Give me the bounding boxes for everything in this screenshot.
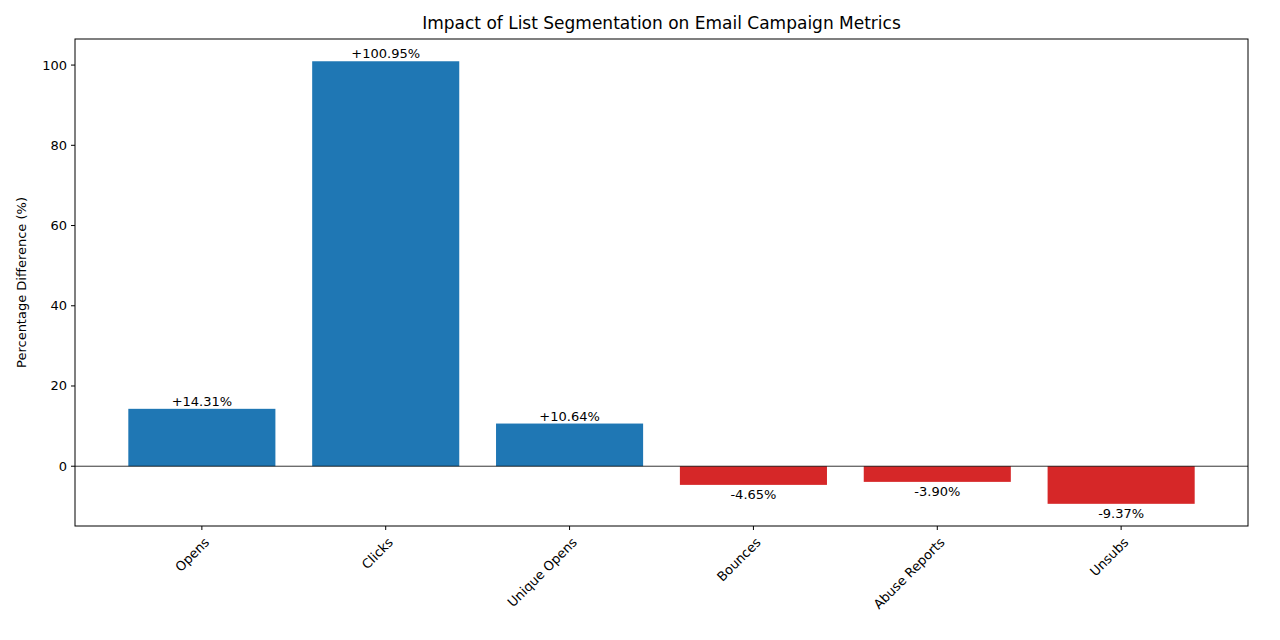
y-axis-label: Percentage Difference (%) (14, 197, 29, 368)
y-tick (71, 225, 75, 226)
x-tick (385, 526, 386, 530)
data-label: +100.95% (351, 46, 420, 61)
x-tick (937, 526, 938, 530)
chart-title: Impact of List Segmentation on Email Cam… (422, 13, 901, 33)
x-tick-label: Opens (172, 535, 212, 575)
x-tick (201, 526, 202, 530)
data-label: -9.37% (1098, 506, 1144, 521)
y-tick-label: 20 (50, 378, 67, 393)
x-tick (753, 526, 754, 530)
data-label: +14.31% (172, 394, 232, 409)
data-label: -4.65% (730, 487, 776, 502)
chart: 0 20 40 60 80 100 Opens Clicks Unique Opens Bounc… (0, 0, 1280, 640)
x-tick-label: Abuse Reports (870, 535, 947, 612)
bar (864, 466, 1011, 482)
x-tick-label: Unique Opens (505, 535, 580, 610)
x-tick (569, 526, 570, 530)
bars (128, 61, 1194, 504)
data-label: -3.90% (914, 484, 960, 499)
background (0, 0, 1280, 640)
y-tick (71, 385, 75, 386)
data-label: +10.64% (539, 409, 599, 424)
zero-line (75, 466, 1248, 467)
x-tick (1121, 526, 1122, 530)
x-tick-label: Clicks (359, 535, 396, 572)
bar (312, 61, 459, 466)
bar (496, 424, 643, 467)
x-tick-label: Bounces (714, 535, 764, 585)
y-tick (71, 65, 75, 66)
y-tick-label: 0 (59, 459, 67, 474)
y-tick (71, 145, 75, 146)
chart-svg: 0 20 40 60 80 100 Opens Clicks Unique Opens Bounc… (0, 0, 1280, 640)
y-tick (71, 305, 75, 306)
bar (128, 409, 275, 466)
y-tick (71, 466, 75, 467)
x-tick-label: Unsubs (1087, 535, 1132, 580)
plot-frame (75, 39, 1248, 526)
bar (1048, 466, 1195, 504)
y-tick-label: 60 (50, 218, 67, 233)
y-tick-label: 100 (42, 58, 67, 73)
y-tick-label: 80 (50, 138, 67, 153)
bar (680, 466, 827, 485)
y-tick-label: 40 (50, 298, 67, 313)
